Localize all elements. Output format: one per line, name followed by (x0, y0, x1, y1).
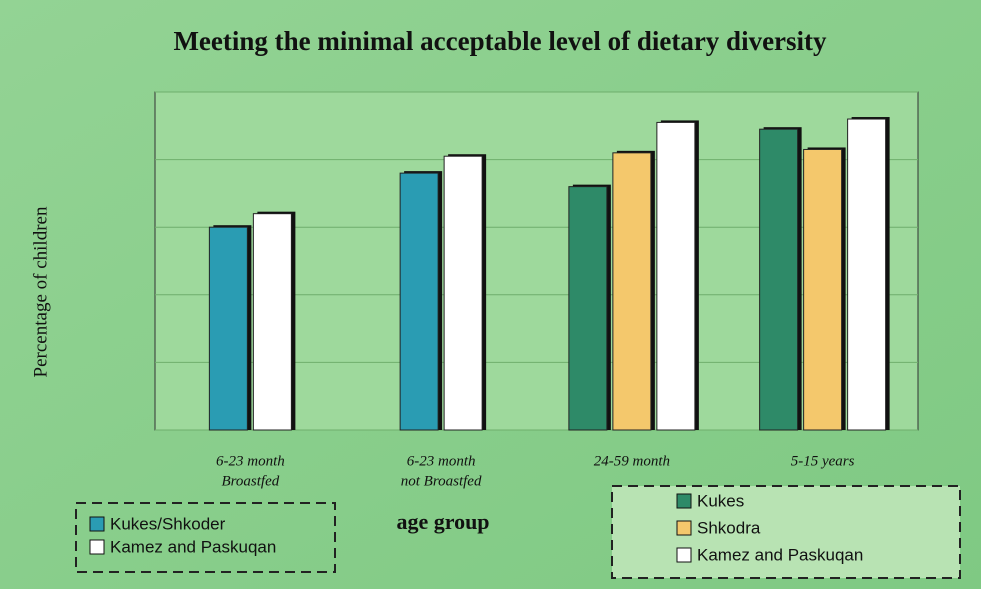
bar (443, 155, 483, 431)
legend-swatch (676, 520, 692, 536)
bar (612, 152, 652, 431)
bar (759, 128, 799, 431)
legend-swatch (676, 493, 692, 509)
bar (568, 186, 608, 431)
x-axis-label: age group (396, 509, 489, 534)
legend-box (75, 502, 336, 573)
x-tick-label: 5-15 years (791, 453, 855, 469)
bar (208, 226, 248, 431)
legend-swatch (676, 547, 692, 563)
bar (803, 148, 843, 431)
legend-swatch (89, 516, 105, 532)
x-tick-label: 24-59 month (594, 453, 670, 469)
chart-title: Meeting the minimal acceptable level of … (173, 26, 827, 56)
legend-label: Shkodra (697, 518, 761, 537)
x-tick-label: 6-23 month (407, 453, 476, 469)
x-tick-label: not Broastfed (401, 473, 482, 489)
bar (656, 121, 696, 431)
x-tick-label: Broastfed (221, 473, 279, 489)
bar (847, 118, 887, 431)
legend-label: Kukes/Shkoder (110, 514, 226, 533)
legend-label: Kukes (697, 491, 744, 510)
legend-box (611, 485, 961, 579)
y-axis-label: Percentage of children (30, 206, 51, 377)
bar (399, 172, 439, 431)
legend-label: Kamez and Paskuqan (697, 545, 863, 564)
bar (252, 213, 292, 431)
legend-label: Kamez and Paskuqan (110, 537, 276, 556)
x-tick-label: 6-23 month (216, 453, 285, 469)
legend-swatch (89, 539, 105, 555)
